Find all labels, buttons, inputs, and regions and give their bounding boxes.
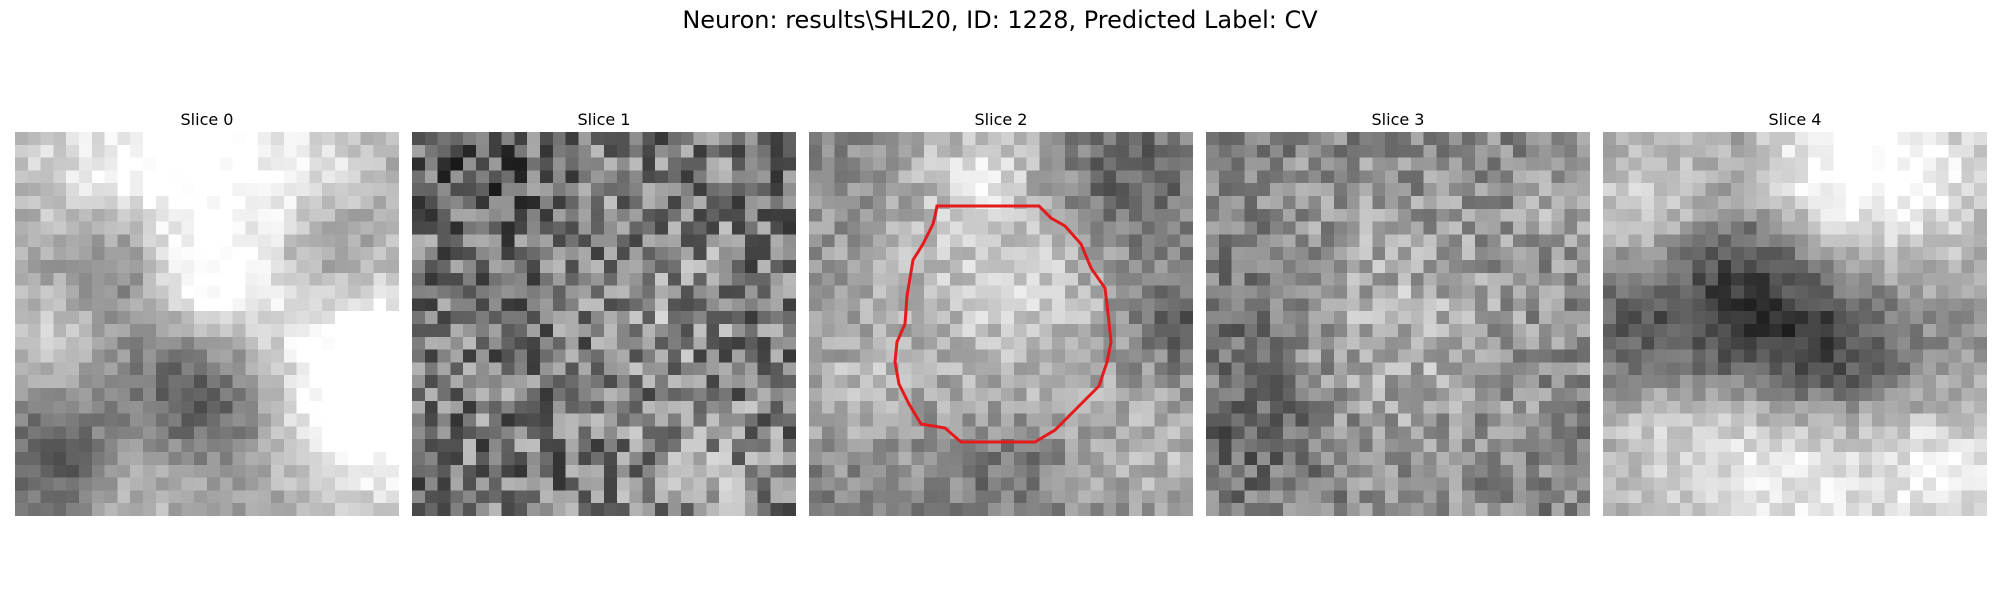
slice-title-1: Slice 1 [577,110,631,129]
slice-panel-4: Slice 4 [1603,108,1987,516]
slice-image-2 [809,132,1193,516]
slice-image-0 [15,132,399,516]
slice-image-1 [412,132,796,516]
slice-image-4 [1603,132,1987,516]
slice-panel-0: Slice 0 [15,108,399,516]
slice-panel-3: Slice 3 [1206,108,1590,516]
figure-title: Neuron: results\SHL20, ID: 1228, Predict… [682,6,1318,34]
slice-title-2: Slice 2 [974,110,1028,129]
slice-image-3 [1206,132,1590,516]
slice-title-3: Slice 3 [1371,110,1425,129]
slice-title-0: Slice 0 [180,110,234,129]
slice-panel-2: Slice 2 [809,108,1193,516]
slice-panel-1: Slice 1 [412,108,796,516]
slice-title-4: Slice 4 [1768,110,1822,129]
